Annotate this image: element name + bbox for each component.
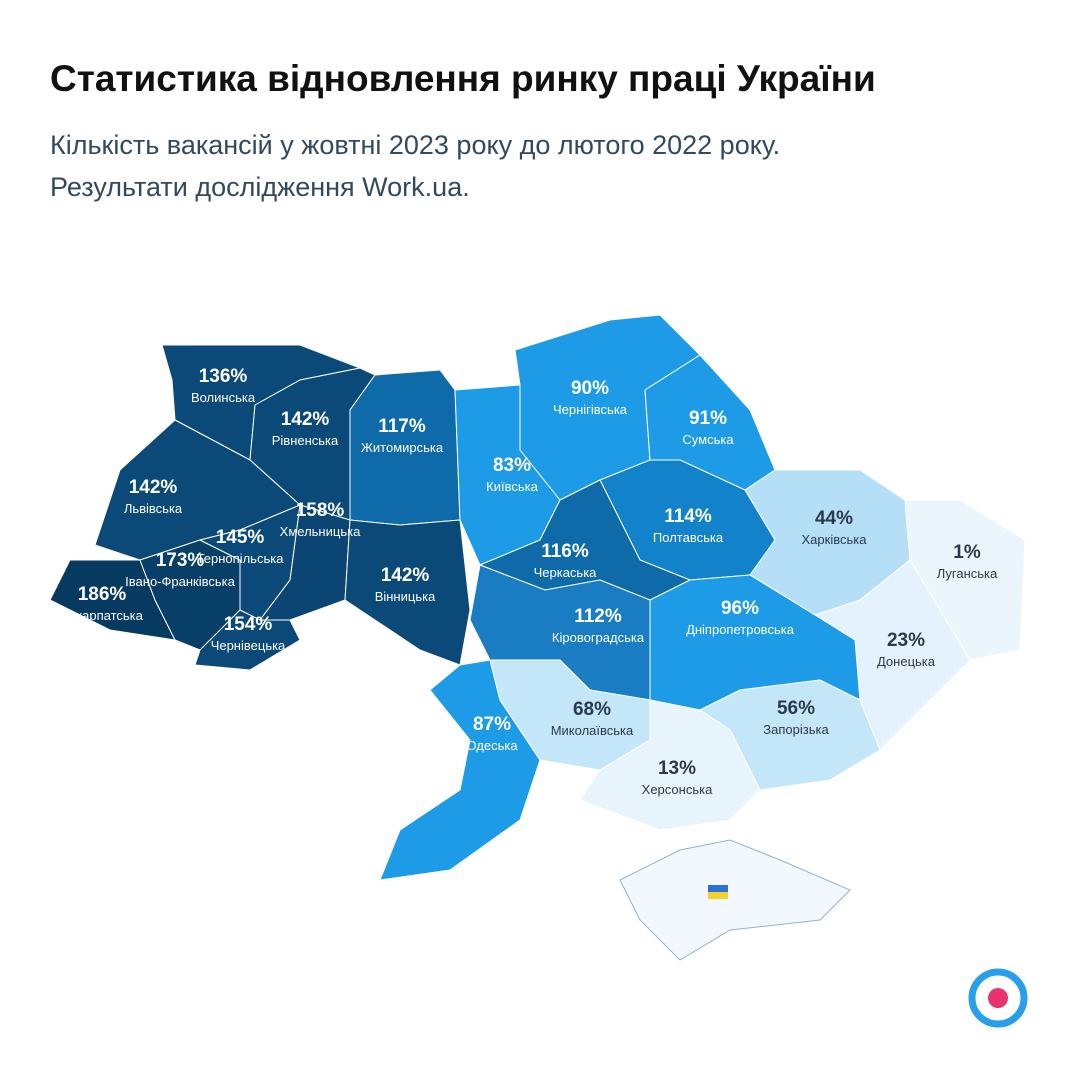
region-name: Львівська: [124, 501, 183, 516]
region-value: 116%: [541, 541, 589, 562]
region-value: 154%: [224, 614, 273, 635]
logo: [988, 988, 1008, 1008]
region-value: 56%: [777, 698, 815, 719]
region-value: 96%: [721, 598, 759, 619]
region-name: Луганська: [937, 566, 998, 581]
crimea: [619, 839, 851, 961]
region-name: Чернігівська: [553, 402, 628, 417]
region-value: 173%: [156, 550, 205, 571]
region: [194, 609, 301, 671]
title: Статистика відновлення ринку праці Украї…: [50, 58, 876, 99]
region-value: 44%: [815, 508, 853, 529]
region-name: Вінницька: [375, 589, 436, 604]
region-name: Рівненська: [272, 433, 339, 448]
region-name: Полтавська: [653, 530, 724, 545]
region-value: 87%: [473, 714, 511, 735]
region-name: Закарпатська: [61, 608, 144, 623]
region-value: 91%: [689, 408, 727, 429]
region-name: Тернопільська: [197, 551, 285, 566]
subtitle: Кількість вакансій у жовтні 2023 року до…: [50, 130, 781, 160]
region-value: 136%: [199, 366, 248, 387]
region-name: Миколаївська: [551, 723, 634, 738]
region-value: 142%: [129, 477, 178, 498]
region-name: Херсонська: [642, 782, 713, 797]
flag: [708, 885, 728, 892]
region-name: Кіровоградська: [552, 630, 645, 645]
flag: [708, 892, 728, 899]
region-name: Київська: [486, 479, 538, 494]
region-value: 142%: [381, 565, 430, 586]
region-name: Запорізька: [763, 722, 829, 737]
region-name: Івано-Франківська: [125, 574, 235, 589]
region-name: Волинська: [191, 390, 256, 405]
region-name: Житомирська: [361, 440, 444, 455]
region-value: 68%: [573, 699, 611, 720]
region-value: 90%: [571, 378, 609, 399]
region-name: Чернівецька: [211, 638, 286, 653]
region-name: Одеська: [466, 738, 518, 753]
region-value: 112%: [574, 606, 622, 627]
region: [579, 699, 761, 831]
region: [344, 519, 471, 666]
region-value: 83%: [493, 455, 531, 476]
region-value: 13%: [658, 758, 696, 779]
region-name: Харківська: [802, 532, 868, 547]
subtitle: Результати дослідження Work.ua.: [50, 172, 470, 202]
region-name: Хмельницька: [280, 524, 361, 539]
region-value: 142%: [281, 409, 330, 430]
region-value: 145%: [216, 527, 265, 548]
region-value: 23%: [887, 630, 925, 651]
region-value: 114%: [664, 506, 712, 527]
region-name: Дніпропетровська: [686, 622, 795, 637]
region-name: Черкаська: [534, 565, 598, 580]
region-name: Сумська: [682, 432, 734, 447]
region-value: 186%: [78, 584, 127, 605]
region-value: 117%: [378, 416, 426, 437]
region-value: 1%: [953, 542, 981, 563]
region-value: 158%: [296, 500, 345, 521]
region-name: Донецька: [877, 654, 936, 669]
